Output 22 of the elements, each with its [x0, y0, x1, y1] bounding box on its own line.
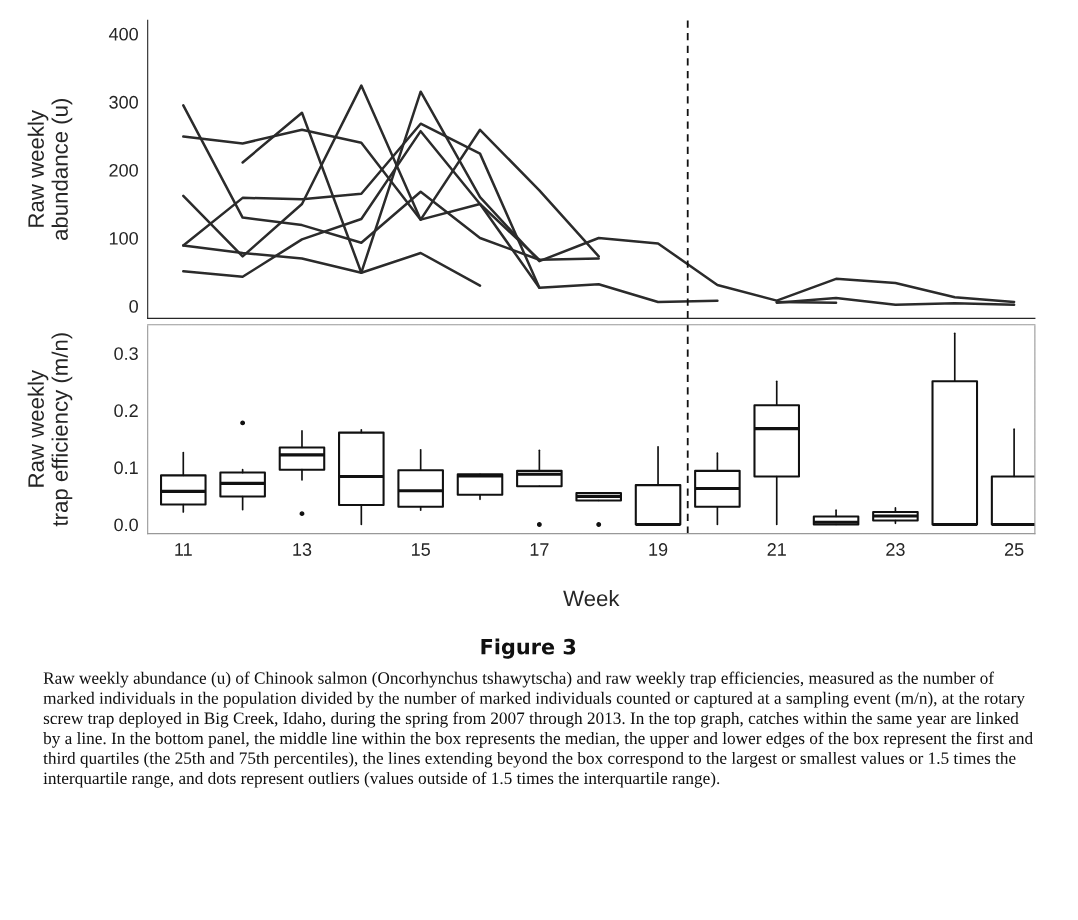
- x-tick-label: 23: [886, 543, 905, 556]
- y-tick-label: 300: [109, 95, 138, 109]
- y-tick-label: 200: [109, 163, 138, 177]
- x-tick-label: 19: [649, 543, 668, 556]
- y-axis-title: Raw weekly trap efficiency (m/n): [27, 333, 73, 527]
- x-tick-label: 15: [412, 543, 430, 556]
- y-tick-label: 0.3: [114, 347, 138, 361]
- y-tick-label: 0.0: [114, 518, 138, 532]
- x-tick-label: 17: [530, 543, 549, 556]
- y-tick-label: 100: [109, 231, 138, 245]
- y-tick-label: 0.2: [114, 404, 138, 418]
- x-tick-label: 13: [293, 543, 312, 556]
- y-axis-title: Raw weekly abundance (u): [27, 98, 73, 240]
- x-axis-title: Week: [563, 590, 620, 607]
- x-tick-label: 25: [1004, 543, 1024, 556]
- caption: Figure 3: [481, 638, 576, 659]
- text: Raw weekly abundance (u) of Chinook salmon (Oncorhynchus tshawytscha) and raw weekly trap efficiencies, measured as the number of marked individuals in the population divided by the number of marked individuals counted or captured at a sampling event (m/n), at the rotary screw trap deployed in Big Creek, Idaho, during the spring from 2007 through 2013. In the top graph, catches within the same year are linked by a line. In the bottom panel, the middle line within the box represents the median, the upper and lower edges of the box represent the first and third quartiles (the 25th and 75th percentiles), the lines extending beyond the box correspond to the largest or smallest values or 1.5 times the interquartile range, and dots represent outliers (values outside of 1.5 times the interquartile range).: [43, 671, 1033, 788]
- y-tick-label: 400: [108, 27, 138, 41]
- y-tick-label: 0.1: [114, 461, 138, 475]
- x-tick-label: 21: [767, 543, 786, 556]
- y-tick-label: 0: [129, 300, 138, 313]
- x-tick-label: 11: [175, 543, 192, 556]
